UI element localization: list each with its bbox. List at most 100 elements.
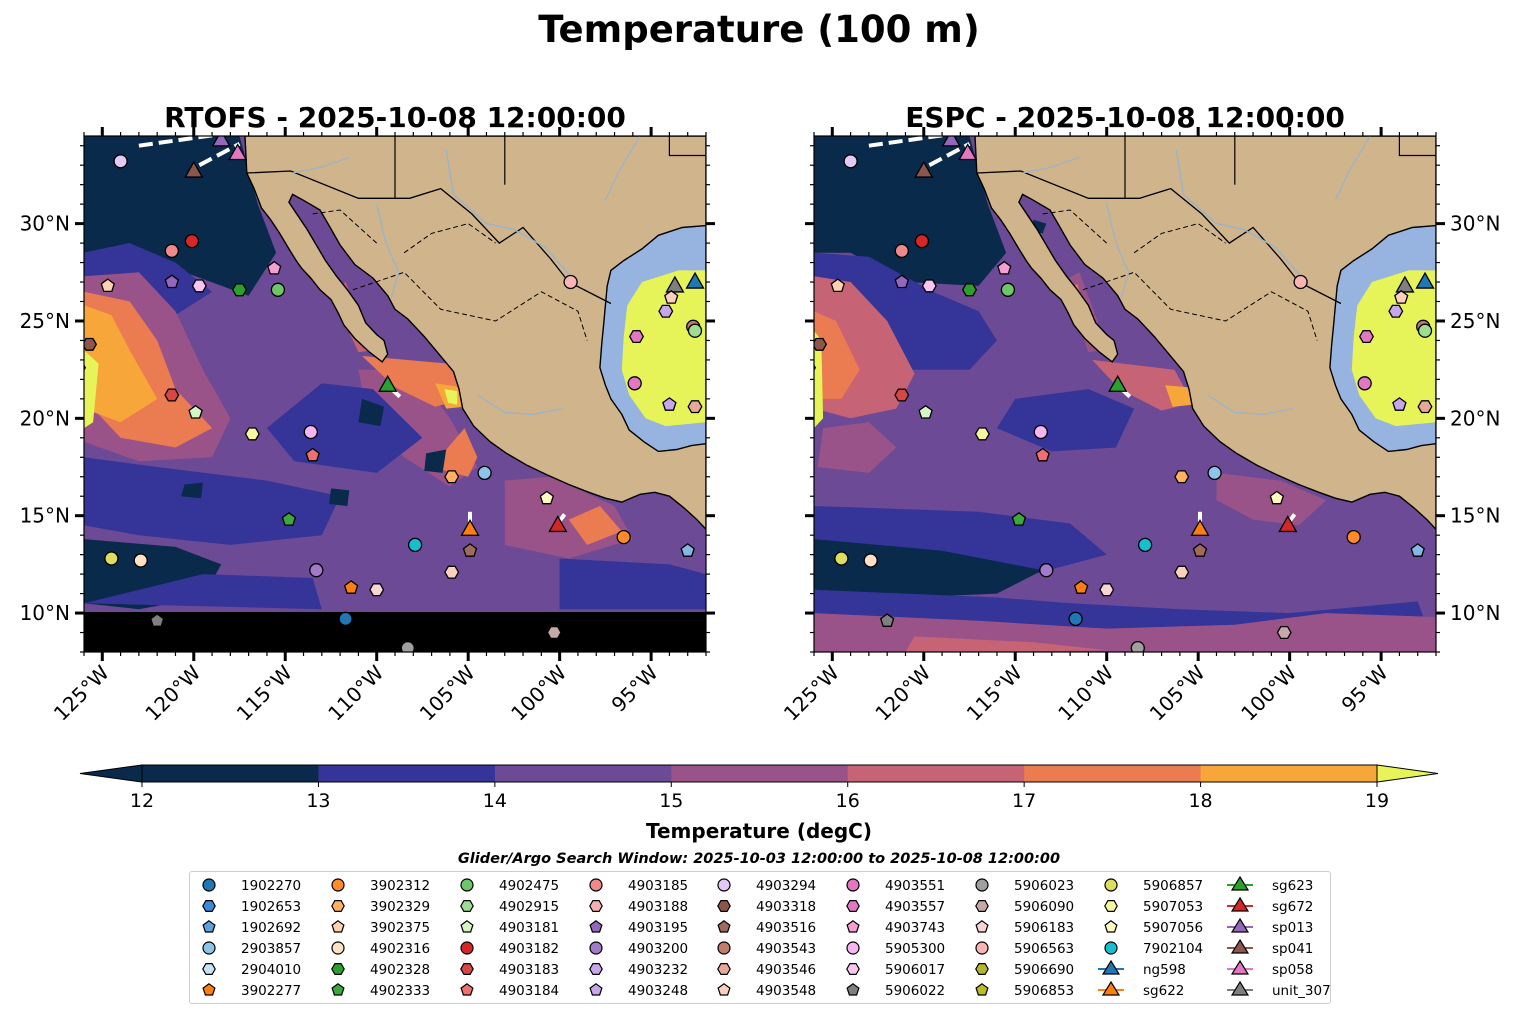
- argo-5906022-marker: [149, 613, 165, 627]
- us-mexico-border: [976, 170, 1342, 305]
- contour-patch: [358, 398, 384, 427]
- legend-entry: 4903557: [846, 899, 945, 915]
- glider-sg622-marker: [1190, 519, 1210, 536]
- legend-entry: 3902312: [331, 878, 430, 894]
- legend-label: sp013: [1272, 920, 1313, 936]
- legend-label: 4903294: [756, 878, 816, 894]
- argo-5906853-marker: [84, 364, 87, 372]
- colorbar-label: Temperature (degC): [646, 819, 872, 843]
- legend-label: 4903543: [756, 941, 816, 957]
- legend-entry: 4902475: [460, 878, 559, 894]
- legend-entry: sg622: [1098, 980, 1184, 999]
- legend-symbol: [331, 878, 345, 892]
- river: [292, 156, 350, 174]
- legend-symbol: [1104, 920, 1118, 933]
- argo-5906090-marker: [546, 625, 562, 640]
- legend-entry: 5906023: [975, 878, 1074, 894]
- legend-label: 4903232: [628, 962, 688, 978]
- argo-2903857-marker: [477, 465, 492, 481]
- glider-sg623-marker: [1108, 374, 1128, 392]
- glider-sp041-marker: [184, 160, 204, 178]
- legend-label: 3902312: [370, 878, 430, 894]
- argo-5906563-marker: [1293, 274, 1308, 290]
- legend-symbol: [975, 920, 989, 933]
- legend-label: 7902104: [1143, 941, 1203, 957]
- legend-symbol: [717, 962, 731, 976]
- argo-4902475-marker: [270, 282, 286, 297]
- legend-label: 4903551: [885, 878, 945, 894]
- colorbar-tick-label: 14: [483, 790, 507, 812]
- legend-entry: unit_307: [1227, 980, 1331, 999]
- argo-4903548-marker: [1174, 565, 1190, 579]
- argo-5906853-marker: [814, 364, 817, 372]
- legend-label: 2903857: [241, 941, 301, 957]
- river: [1175, 149, 1305, 281]
- legend-label: 5907053: [1143, 899, 1203, 915]
- state-border-mx: [1133, 223, 1226, 254]
- glider-sg622-marker: [460, 519, 480, 536]
- state-border-mx: [403, 223, 496, 254]
- argo-5906183-marker: [1099, 583, 1115, 597]
- legend-symbol: [460, 920, 474, 933]
- land-mass: [244, 136, 706, 531]
- legend-entry: 4903232: [589, 962, 688, 978]
- legend-entry: 7902104: [1104, 941, 1203, 957]
- argo-4903551-marker: [627, 376, 642, 391]
- legend-entry: sp041: [1227, 938, 1313, 957]
- argo-4903516-marker: [1192, 543, 1208, 557]
- argo-3902277-marker: [1073, 580, 1089, 594]
- argo-3902329-marker: [1174, 470, 1190, 484]
- legend-label: sg672: [1272, 899, 1313, 915]
- argo-5906563-marker: [563, 274, 578, 290]
- argo-4902333-marker: [281, 511, 297, 526]
- legend-entry: 5907056: [1104, 920, 1203, 936]
- legend-symbol: [589, 983, 603, 996]
- argo-7902104-marker: [407, 537, 423, 553]
- x-tick-label: 100°W: [1236, 660, 1301, 725]
- colorbar-segments: [79, 764, 1439, 783]
- legend-label: 4902915: [499, 899, 559, 915]
- legend-label: 4902328: [370, 962, 430, 978]
- legend-entry: 4902316: [331, 941, 430, 957]
- legend-symbol: [846, 983, 860, 996]
- colorbar-segment: [1024, 765, 1202, 782]
- contour-patch: [84, 350, 99, 429]
- map-panel-espc: 125°W 120°W 115°W 110°W 105°W 100°W 95°W 10°N1…: [779, 127, 1500, 726]
- legend-entry: 4903182: [460, 941, 559, 957]
- legend-entry: 5905300: [846, 941, 945, 957]
- argo-5906857-marker: [104, 551, 119, 566]
- legend-symbol: [717, 900, 731, 913]
- legend-symbol: [1230, 896, 1250, 912]
- glider-track: [928, 142, 971, 167]
- contour-patch: [329, 488, 350, 506]
- legend-label: 4903188: [628, 899, 688, 915]
- legend-symbol: [589, 962, 603, 976]
- legend-entry: 4903188: [589, 899, 688, 915]
- argo-4903546-marker: [687, 400, 703, 414]
- state-border-mx: [1042, 209, 1108, 244]
- legend-label: sg622: [1143, 983, 1184, 999]
- colorbar-tick-label: 12: [130, 790, 154, 812]
- legend-symbol: [202, 983, 216, 996]
- legend-entry: 4903183: [460, 962, 559, 978]
- y-tick-labels: 10°N 15°N 20°N 25°N 30°N: [1450, 212, 1500, 625]
- colorbar-tick-label: 17: [1012, 790, 1036, 812]
- legend-entry: sg672: [1227, 896, 1313, 915]
- y-tick-label: 10°N: [1450, 601, 1500, 625]
- legend-label: 4903318: [756, 899, 816, 915]
- legend-symbol: [331, 920, 345, 933]
- contour-patch: [84, 136, 277, 296]
- argo-4903548-marker: [444, 565, 460, 579]
- y-tick-label: 10°N: [20, 601, 70, 625]
- legend-symbol: [589, 941, 603, 955]
- legend-symbol: [1101, 980, 1121, 996]
- contour-patch: [817, 422, 897, 473]
- legend-entry: sp058: [1227, 959, 1313, 978]
- legend-label: 4903182: [499, 941, 559, 957]
- legend-symbol: [589, 878, 603, 892]
- legend-entry: 5906090: [975, 899, 1074, 915]
- argo-4902333-marker: [1011, 511, 1027, 526]
- legend-symbol: [975, 983, 989, 996]
- argo-4903195-marker: [164, 274, 180, 289]
- argo-1902692-marker: [1410, 543, 1425, 557]
